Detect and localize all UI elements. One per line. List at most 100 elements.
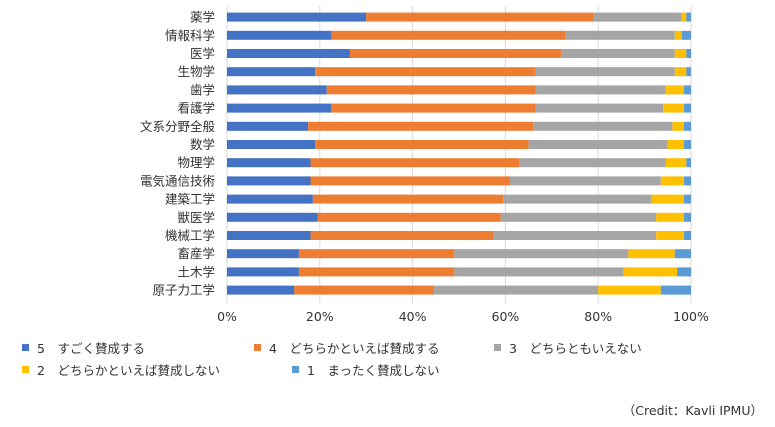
bar-segment xyxy=(298,249,455,259)
bar-segment xyxy=(674,49,687,58)
bar-segment xyxy=(535,103,664,113)
legend-label-2: 2 どちらかといえば賛成しない xyxy=(37,362,220,378)
legend-item-3: 3 どちらともいえない xyxy=(494,338,642,357)
legend-label-3: 3 どちらともいえない xyxy=(509,340,642,356)
bar-segment xyxy=(331,103,536,113)
x-tick-label: 60% xyxy=(492,309,520,324)
bar-segment xyxy=(227,121,309,131)
category-label: 物理学 xyxy=(177,155,215,170)
bar-segment xyxy=(454,249,629,259)
bar-segment xyxy=(535,85,666,95)
bar-segment xyxy=(684,212,691,222)
bar-segment xyxy=(227,212,318,222)
category-label: 土木学 xyxy=(177,264,215,279)
category-label: 医学 xyxy=(190,46,215,61)
bar-segment xyxy=(667,140,685,149)
bar-segment xyxy=(433,285,599,295)
legend-item-1: 1 まったく賛成しない xyxy=(292,360,439,379)
legend-label-5: 5 すごく賛成する xyxy=(37,340,145,356)
bar-segment xyxy=(665,158,687,168)
bar-segment xyxy=(315,140,529,149)
stacked-bar-chart: 0% 20% 40% 60% 80% 100% 薬学情報科学医学生物学歯学看護学文系分野全般… xyxy=(140,6,709,324)
bar-segment xyxy=(227,30,332,40)
bar-segment xyxy=(454,267,624,277)
bar-segment xyxy=(310,231,494,240)
bar-segment xyxy=(533,121,673,131)
bar-segment xyxy=(672,121,685,131)
bar-segment xyxy=(227,49,350,58)
bar-segment xyxy=(500,212,657,222)
legend-row-2: 2 どちらかといえば賛成しない 1 まったく賛成しない xyxy=(22,358,722,380)
legend-item-5: 5 すごく賛成する xyxy=(22,338,254,357)
legend-swatch-3 xyxy=(494,343,501,351)
bar-segment xyxy=(227,67,316,77)
bar-segment xyxy=(227,158,311,168)
bar-segment xyxy=(686,12,691,22)
bar-segment xyxy=(310,158,520,168)
credit-text: （Credit：Kavli IPMU） xyxy=(622,403,763,418)
bar-segment xyxy=(656,231,685,240)
legend-item-2: 2 どちらかといえば賛成しない xyxy=(22,360,292,379)
bar-segment xyxy=(493,231,657,240)
bar-segment xyxy=(298,267,455,277)
bar-segment xyxy=(312,194,504,204)
bar-segment xyxy=(519,158,666,168)
x-tick-label: 80% xyxy=(584,309,612,324)
legend-item-4: 4 どちらかといえば賛成する xyxy=(254,338,494,357)
bar-segment xyxy=(684,140,691,149)
bar-segment xyxy=(674,67,687,77)
bar-segment xyxy=(628,249,675,259)
bar-segment xyxy=(227,249,299,259)
bar-segment xyxy=(315,67,536,77)
bar-segment xyxy=(684,231,691,240)
bar-segment xyxy=(684,176,691,186)
bar-segment xyxy=(503,194,652,204)
bar-segment xyxy=(317,212,501,222)
bar-segment xyxy=(227,285,295,295)
legend-swatch-5 xyxy=(22,343,29,351)
bar-segment xyxy=(681,30,691,40)
bar-segment xyxy=(674,30,682,40)
bar-segment xyxy=(674,249,691,259)
category-label: 情報科学 xyxy=(165,28,215,43)
bar-segment xyxy=(665,85,685,95)
x-tick-label: 20% xyxy=(306,309,334,324)
category-label: 畜産学 xyxy=(177,246,215,261)
bar-segment xyxy=(663,103,685,113)
bar-segment xyxy=(310,176,511,186)
category-label: 文系分野全般 xyxy=(140,119,216,134)
bar-segment xyxy=(684,85,691,95)
category-label: 機械工学 xyxy=(165,228,215,243)
bar-segment xyxy=(684,121,691,131)
bar-segment xyxy=(660,176,685,186)
legend-swatch-4 xyxy=(254,343,261,351)
category-label: 電気通信技術 xyxy=(140,173,215,188)
bar-segment xyxy=(623,267,678,277)
category-label: 歯学 xyxy=(190,82,215,97)
x-tick-label: 0% xyxy=(217,309,237,324)
category-label: 獣医学 xyxy=(177,210,215,225)
legend-swatch-1 xyxy=(292,365,299,373)
bar-segment xyxy=(227,103,332,113)
bar-segment xyxy=(684,103,691,113)
category-label: 建築工学 xyxy=(165,192,215,207)
bar-segment xyxy=(535,67,675,77)
bar-segment xyxy=(294,285,434,295)
bar-segment xyxy=(565,30,675,40)
bar-segment xyxy=(660,285,691,295)
bar-segment xyxy=(227,267,299,277)
category-label: 生物学 xyxy=(177,64,215,79)
bar-segment xyxy=(686,67,691,77)
bar-segment xyxy=(227,140,316,149)
bar-segment xyxy=(593,12,682,22)
bar-segment xyxy=(528,140,668,149)
bar-segment xyxy=(366,12,594,22)
bar-segment xyxy=(684,194,691,204)
bar-segment xyxy=(227,231,311,240)
legend-label-1: 1 まったく賛成しない xyxy=(307,362,440,378)
bar-segment xyxy=(326,85,536,95)
bar-segment xyxy=(510,176,661,186)
bar-segment xyxy=(681,12,687,22)
bar-segment xyxy=(308,121,534,131)
category-label: 数学 xyxy=(190,137,215,152)
